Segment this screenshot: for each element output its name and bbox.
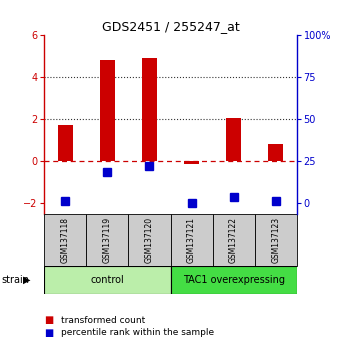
Bar — [44, 266, 170, 294]
Text: TAC1 overexpressing: TAC1 overexpressing — [182, 275, 285, 285]
Bar — [255, 214, 297, 266]
Text: GSM137122: GSM137122 — [229, 217, 238, 263]
Bar — [170, 214, 212, 266]
Text: GSM137119: GSM137119 — [103, 217, 112, 263]
Text: transformed count: transformed count — [61, 316, 146, 325]
Bar — [58, 125, 73, 161]
Bar — [212, 214, 255, 266]
Text: ▶: ▶ — [23, 275, 31, 285]
Title: GDS2451 / 255247_at: GDS2451 / 255247_at — [102, 20, 239, 33]
Bar — [170, 266, 297, 294]
Text: GSM137120: GSM137120 — [145, 217, 154, 263]
Bar — [44, 214, 86, 266]
Text: control: control — [91, 275, 124, 285]
Bar — [100, 59, 115, 161]
Text: percentile rank within the sample: percentile rank within the sample — [61, 328, 214, 337]
Text: ■: ■ — [44, 328, 54, 338]
Bar — [226, 118, 241, 161]
Bar — [184, 161, 199, 164]
Bar — [86, 214, 129, 266]
Bar — [142, 58, 157, 161]
Text: GSM137123: GSM137123 — [271, 217, 280, 263]
Text: ■: ■ — [44, 315, 54, 325]
Text: GSM137121: GSM137121 — [187, 217, 196, 263]
Bar — [268, 143, 283, 161]
Text: GSM137118: GSM137118 — [61, 217, 70, 263]
Text: strain: strain — [2, 275, 30, 285]
Bar — [129, 214, 170, 266]
